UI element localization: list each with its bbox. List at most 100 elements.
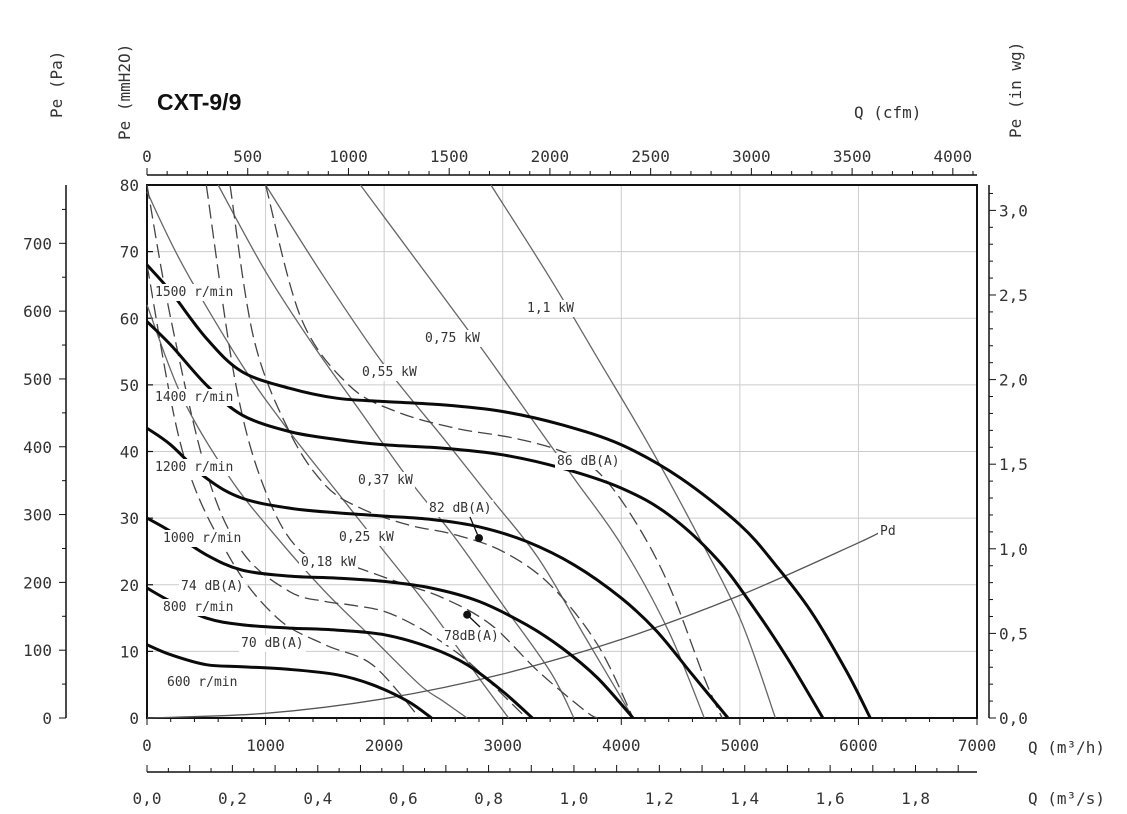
tick-label-m3h: 5000 <box>721 736 760 755</box>
tick-label-inwg: 1,0 <box>999 540 1028 559</box>
grid <box>147 185 977 718</box>
tick-label-pa: 100 <box>23 641 52 660</box>
label-bg <box>153 459 236 476</box>
label-bg <box>179 578 246 595</box>
operating-point-leader <box>469 516 480 539</box>
operating-point-leader <box>466 614 481 628</box>
power-curve-label: 0,18 kW <box>301 555 356 570</box>
tick-label-cfm: 1500 <box>430 147 469 166</box>
tick-label-m3h: 3000 <box>483 736 522 755</box>
noise-curve-line <box>205 184 598 719</box>
tick-label-cfm: 500 <box>233 147 262 166</box>
tick-label-m3h: 7000 <box>958 736 997 755</box>
curve-labels: 1500 r/min 1400 r/min 1200 r/min 1000 r/min… <box>153 284 898 691</box>
power-curve-line <box>359 184 705 719</box>
axis-label-pe-inwg: Pe (in wg) <box>1006 42 1025 138</box>
tick-label-m3s: 1,4 <box>730 789 759 808</box>
noise-curve-label: 74 dB(A) <box>181 579 244 594</box>
speed-curve-label: 1500 r/min <box>155 285 233 300</box>
tick-label-cfm: 1000 <box>329 147 368 166</box>
tick-label-cfm: 2500 <box>631 147 670 166</box>
tick-label-m3s: 0,0 <box>133 789 162 808</box>
tick-label-mmh2o: 0 <box>129 709 139 728</box>
tick-label-m3s: 0,6 <box>389 789 418 808</box>
power-curve-label: 0,25 kW <box>339 530 394 545</box>
label-bg <box>299 554 358 571</box>
label-bg <box>427 500 494 517</box>
label-bg <box>337 529 396 546</box>
tick-label-inwg: 1,5 <box>999 455 1028 474</box>
label-bg <box>525 300 577 317</box>
tick-label-mmh2o: 50 <box>120 376 139 395</box>
tick-label-pa: 400 <box>23 438 52 457</box>
tick-label-m3h: 1000 <box>246 736 285 755</box>
tick-label-m3h: 4000 <box>602 736 641 755</box>
tick-label-inwg: 3,0 <box>999 201 1028 220</box>
tick-label-m3s: 0,4 <box>303 789 332 808</box>
tick-label-mmh2o: 80 <box>120 176 139 195</box>
tick-label-m3s: 1,8 <box>901 789 930 808</box>
label-bg <box>356 472 415 489</box>
speed-curve-line <box>146 643 433 720</box>
speed-curve-label: 1000 r/min <box>163 531 241 546</box>
axis-label-pe-pa: Pe (Pa) <box>47 51 66 118</box>
tick-label-pa: 600 <box>23 302 52 321</box>
noise-curve-line <box>229 184 634 719</box>
speed-curve-line <box>145 263 872 719</box>
label-bg <box>442 628 501 645</box>
tick-label-cfm: 4000 <box>934 147 973 166</box>
noise-curve-line <box>264 184 723 719</box>
axis-label-q-cfm: Q (cfm) <box>854 103 921 122</box>
label-bg <box>555 453 622 470</box>
power-curve-label: 0,37 kW <box>358 473 413 488</box>
curves <box>145 184 883 720</box>
label-bg <box>165 674 240 691</box>
tick-label-pa: 0 <box>42 709 52 728</box>
tick-label-m3s: 1,6 <box>816 789 845 808</box>
speed-curve-line <box>146 426 730 719</box>
power-curve-label: 0,75 kW <box>425 331 480 346</box>
tick-label-m3s: 1,2 <box>645 789 674 808</box>
speed-curve-line <box>145 320 825 719</box>
tick-label-m3h: 6000 <box>839 736 878 755</box>
power-curve-label: 1,1 kW <box>527 301 574 316</box>
axis-label-pe-mmh2o: Pe (mmH2O) <box>115 44 134 140</box>
noise-curve-label: 78dB(A) <box>444 629 499 644</box>
speed-curve-label: 1400 r/min <box>155 390 233 405</box>
noise-curve-line <box>146 264 421 719</box>
label-bg <box>878 523 898 540</box>
chart-title: CXT-9/9 <box>157 89 241 115</box>
noise-curve-label: 82 dB(A) <box>429 501 492 516</box>
axes: 0102030405060708001002003004005006007000… <box>23 147 1028 808</box>
label-bg <box>153 284 236 301</box>
tick-label-inwg: 0,5 <box>999 624 1028 643</box>
tick-label-mmh2o: 30 <box>120 509 139 528</box>
tick-label-mmh2o: 20 <box>120 576 139 595</box>
label-bg <box>161 599 236 616</box>
label-bg <box>360 364 419 381</box>
speed-curve-label: 1200 r/min <box>155 460 233 475</box>
pd-curve-label: Pd <box>880 524 896 539</box>
tick-label-cfm: 2000 <box>531 147 570 166</box>
label-bg <box>239 635 306 652</box>
axis-label-q-m3s: Q (m³/s) <box>1028 789 1105 808</box>
tick-label-mmh2o: 10 <box>120 642 139 661</box>
tick-label-mmh2o: 70 <box>120 243 139 262</box>
tick-label-m3h: 2000 <box>365 736 404 755</box>
tick-label-cfm: 3000 <box>732 147 771 166</box>
tick-label-pa: 500 <box>23 370 52 389</box>
power-curve-line <box>490 184 777 719</box>
tick-label-inwg: 0,0 <box>999 709 1028 728</box>
pd-curve-line <box>146 530 883 719</box>
speed-curve-label: 600 r/min <box>167 675 237 690</box>
tick-label-m3s: 1,0 <box>560 789 589 808</box>
noise-curve-label: 86 dB(A) <box>557 454 620 469</box>
noise-curve-label: 70 dB(A) <box>241 636 304 651</box>
power-curve-line <box>265 184 634 719</box>
tick-label-inwg: 2,0 <box>999 371 1028 390</box>
tick-label-pa: 300 <box>23 506 52 525</box>
tick-label-mmh2o: 60 <box>120 309 139 328</box>
tick-label-m3s: 0,8 <box>474 789 503 808</box>
label-bg <box>423 330 482 347</box>
